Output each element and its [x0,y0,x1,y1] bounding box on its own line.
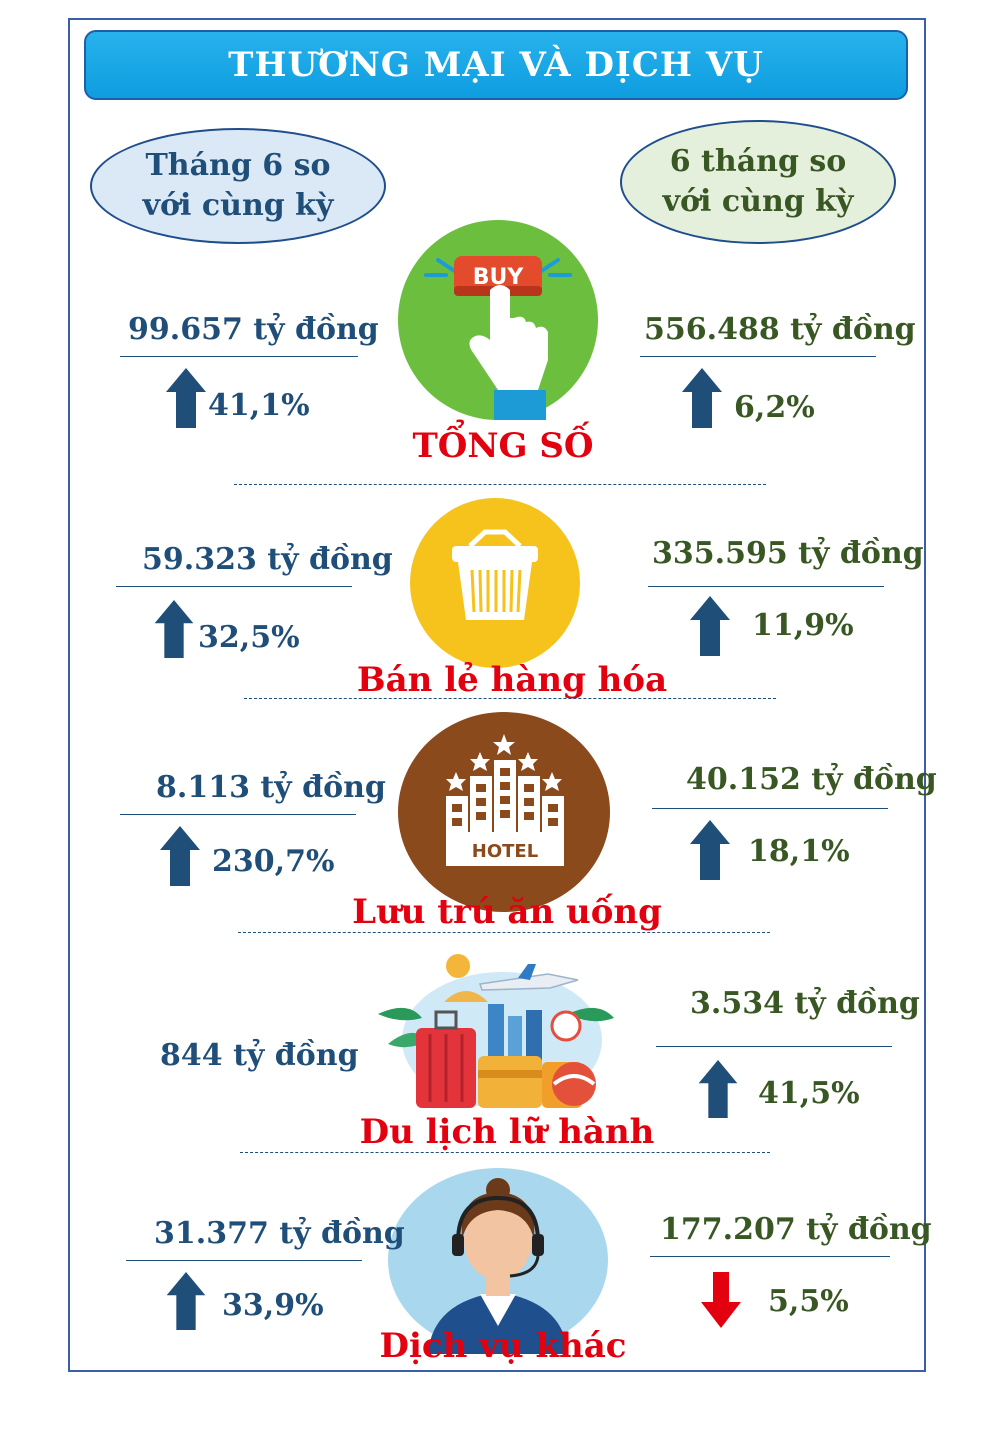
retail-6m-underline [648,586,884,587]
header-6-months-vs-last-year: 6 tháng so với cùng kỳ [620,120,896,244]
page-title: THƯƠNG MẠI VÀ DỊCH VỤ [84,30,908,100]
lodging-month-underline [120,814,356,815]
up-arrow-icon [160,826,200,886]
total-month-pct: 41,1% [208,388,310,423]
svg-text:HOTEL: HOTEL [472,841,538,862]
other-month-underline [126,1260,362,1261]
buy-button-icon: BUY [398,220,598,420]
call-center-agent-icon [388,1168,608,1354]
total-6m-underline [640,356,876,357]
lodging-month-pct: 230,7% [212,844,335,879]
hotel-icon: HOTEL [398,712,610,912]
other-6m-value: 177.207 tỷ đồng [660,1212,932,1247]
total-month-underline [120,356,358,357]
total-6m-value: 556.488 tỷ đồng [644,312,916,347]
travel-luggage-icon [378,954,614,1108]
down-arrow-icon [701,1272,741,1328]
travel-6m-pct: 41,5% [758,1076,860,1111]
other-month-value: 31.377 tỷ đồng [154,1216,405,1251]
other-6m-pct: 5,5% [768,1284,849,1319]
retail-month-pct: 32,5% [198,620,300,655]
other-6m-underline [650,1256,890,1257]
lodging-month-value: 8.113 tỷ đồng [156,770,386,805]
up-arrow-icon [698,1060,738,1118]
lodging-6m-pct: 18,1% [748,834,850,869]
travel-6m-value: 3.534 tỷ đồng [690,986,920,1021]
total-month-value: 99.657 tỷ đồng [128,312,379,347]
header-right-line1: 6 tháng so [669,144,847,179]
retail-6m-pct: 11,9% [752,608,854,643]
lodging-6m-value: 40.152 tỷ đồng [686,762,937,797]
up-arrow-icon [690,820,730,880]
up-arrow-icon [682,368,722,428]
travel-6m-underline [656,1046,892,1047]
category-total: TỔNG SỐ [412,426,594,466]
retail-month-underline [116,586,352,587]
up-arrow-icon [690,596,730,656]
category-other: Dịch vụ khác [379,1326,627,1366]
section-divider [238,932,770,933]
category-retail: Bán lẻ hàng hóa [356,660,668,700]
header-left-line1: Tháng 6 so [145,148,331,183]
up-arrow-icon [166,1272,206,1330]
up-arrow-icon [166,368,206,428]
up-arrow-icon [154,600,194,658]
travel-month-value: 844 tỷ đồng [160,1038,359,1073]
section-divider [244,698,776,699]
infographic-frame [68,18,926,1372]
other-month-pct: 33,9% [222,1288,324,1323]
header-left-line2: với cùng kỳ [142,188,334,223]
category-travel: Du lịch lữ hành [359,1112,655,1152]
total-6m-pct: 6,2% [734,390,815,425]
header-month-6-vs-last-year: Tháng 6 so với cùng kỳ [90,128,386,244]
category-lodging: Lưu trú ăn uống [352,892,662,932]
retail-month-value: 59.323 tỷ đồng [142,542,393,577]
header-right-line2: với cùng kỳ [662,184,854,219]
retail-6m-value: 335.595 tỷ đồng [652,536,924,571]
section-divider [240,1152,770,1153]
section-divider [234,484,766,485]
shopping-basket-icon [410,498,580,668]
lodging-6m-underline [652,808,888,809]
